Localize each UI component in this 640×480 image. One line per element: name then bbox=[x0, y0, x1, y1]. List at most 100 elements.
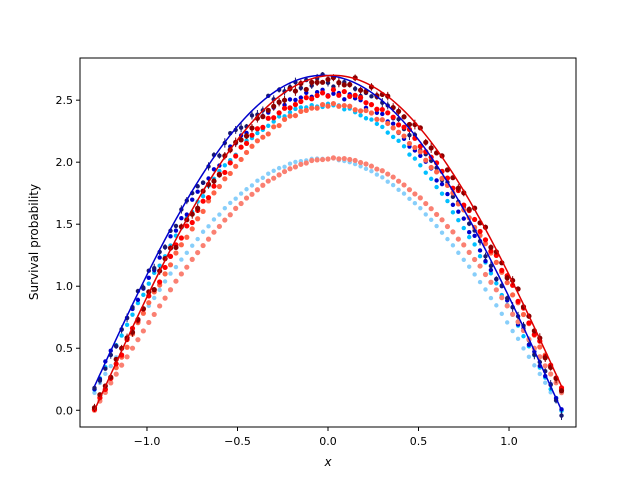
data-point bbox=[352, 92, 358, 98]
data-point bbox=[260, 182, 266, 188]
data-point bbox=[276, 114, 282, 119]
data-point bbox=[97, 378, 103, 383]
data-point bbox=[396, 187, 401, 193]
data-point bbox=[504, 275, 510, 281]
data-point bbox=[510, 328, 515, 334]
data-point bbox=[379, 117, 385, 123]
data-point bbox=[228, 200, 233, 206]
data-point bbox=[515, 319, 521, 325]
data-point bbox=[531, 331, 537, 338]
data-point bbox=[276, 172, 282, 178]
data-point bbox=[287, 161, 293, 166]
data-point bbox=[412, 144, 418, 151]
data-point bbox=[103, 371, 108, 377]
data-point bbox=[281, 105, 288, 111]
data-point bbox=[434, 223, 439, 229]
data-point bbox=[477, 248, 483, 253]
data-point bbox=[271, 119, 276, 124]
data-point bbox=[423, 170, 428, 175]
data-point bbox=[216, 172, 222, 178]
data-point bbox=[124, 344, 130, 350]
data-point bbox=[108, 380, 114, 386]
data-point bbox=[217, 153, 222, 158]
data-point bbox=[216, 223, 222, 230]
data-point bbox=[428, 217, 434, 223]
data-point bbox=[309, 157, 315, 164]
data-point bbox=[303, 160, 309, 166]
data-point bbox=[292, 101, 299, 108]
data-point bbox=[249, 143, 255, 149]
data-point bbox=[244, 187, 249, 192]
data-point bbox=[505, 320, 510, 325]
data-point bbox=[129, 345, 136, 351]
data-point bbox=[358, 113, 363, 118]
data-point bbox=[461, 216, 466, 221]
data-point bbox=[162, 279, 168, 284]
data-point bbox=[483, 287, 488, 292]
fit-line bbox=[93, 74, 563, 411]
data-point bbox=[488, 248, 494, 254]
data-point bbox=[146, 319, 152, 326]
data-point bbox=[445, 198, 450, 204]
data-point bbox=[135, 297, 141, 303]
data-point bbox=[319, 156, 326, 163]
data-point bbox=[396, 129, 402, 135]
data-point bbox=[222, 163, 228, 168]
data-point bbox=[494, 281, 499, 286]
data-point bbox=[374, 110, 380, 115]
series-9-line bbox=[93, 74, 563, 411]
data-point bbox=[406, 187, 413, 193]
x-axis-ticks: −1.0 −0.5 0.0 0.5 1.0 bbox=[134, 427, 518, 448]
data-point bbox=[217, 212, 222, 217]
data-point bbox=[227, 212, 233, 218]
data-point bbox=[477, 253, 483, 259]
data-point bbox=[428, 164, 434, 171]
data-point bbox=[173, 264, 179, 270]
data-point bbox=[178, 271, 184, 277]
data-point bbox=[543, 380, 548, 385]
data-point bbox=[390, 134, 396, 140]
data-point bbox=[303, 107, 309, 113]
data-point bbox=[271, 168, 276, 173]
data-point bbox=[380, 175, 385, 180]
data-point bbox=[173, 250, 179, 256]
data-point bbox=[309, 96, 315, 102]
data-point bbox=[488, 271, 494, 276]
data-point bbox=[287, 97, 293, 102]
data-point bbox=[298, 85, 304, 91]
data-point bbox=[341, 82, 347, 88]
data-point bbox=[548, 390, 553, 395]
data-point bbox=[482, 271, 489, 278]
data-point bbox=[347, 93, 353, 99]
data-point bbox=[265, 115, 271, 121]
data-point bbox=[293, 159, 298, 165]
data-point bbox=[92, 385, 97, 391]
data-point bbox=[439, 191, 445, 196]
data-point bbox=[108, 363, 113, 369]
data-point bbox=[401, 182, 407, 188]
data-point bbox=[325, 76, 331, 83]
data-point bbox=[260, 124, 266, 130]
data-point bbox=[303, 86, 309, 93]
data-point bbox=[292, 164, 299, 170]
data-point bbox=[450, 243, 456, 248]
data-point bbox=[342, 97, 347, 102]
data-point bbox=[406, 121, 413, 128]
data-point bbox=[357, 108, 364, 114]
data-point bbox=[222, 217, 228, 223]
data-point bbox=[461, 225, 466, 231]
data-point bbox=[140, 310, 146, 316]
data-point bbox=[477, 228, 483, 235]
data-point bbox=[265, 131, 271, 137]
data-point bbox=[222, 169, 228, 176]
data-point bbox=[445, 191, 450, 197]
data-point bbox=[119, 362, 125, 368]
data-point bbox=[488, 279, 494, 285]
data-point bbox=[249, 113, 255, 118]
data-point bbox=[401, 191, 407, 196]
data-point bbox=[434, 178, 439, 183]
data-point bbox=[357, 87, 364, 93]
data-point bbox=[200, 180, 206, 185]
data-point bbox=[499, 295, 505, 301]
x-axis-label: x bbox=[323, 455, 332, 469]
